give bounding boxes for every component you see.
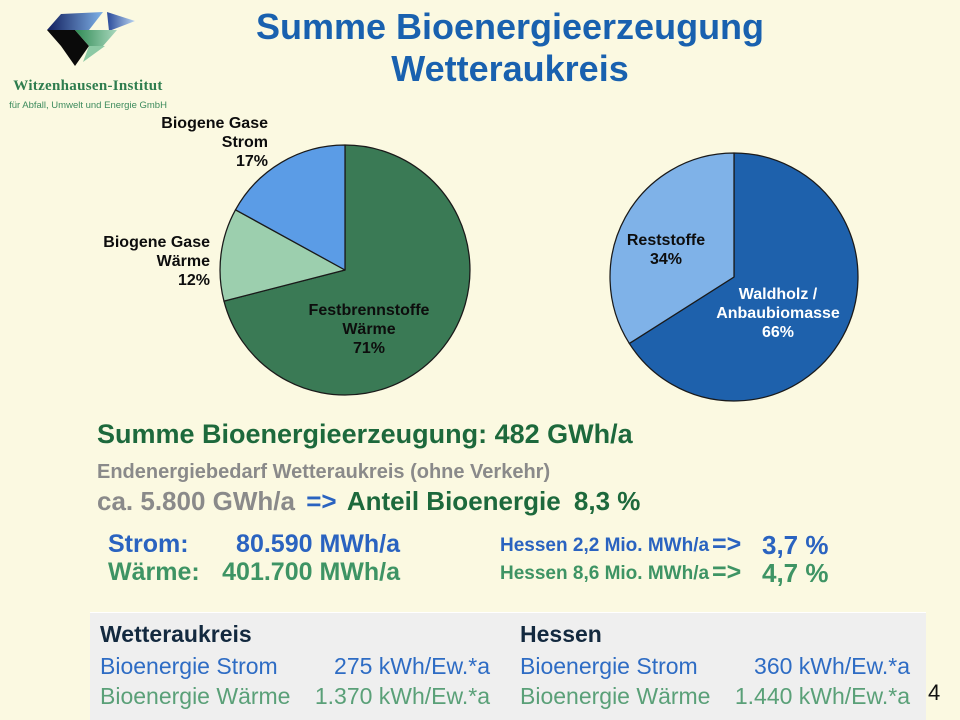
pie-label-line: Anbaubiomasse [716,305,840,322]
pie-slice-reststoffe [609,152,735,345]
waerme-stat-row: Wärme: 401.700 MWh/a Hessen 8,6 Mio. MWh… [0,558,960,588]
strom-stat-row: Strom: 80.590 MWh/a Hessen 2,2 Mio. MWh/… [0,530,960,560]
pie-slice-biogene-gase-w-rme [219,209,346,302]
row-value: 275 kWh/Ew.*a [334,653,490,679]
column-header: Hessen [520,621,602,647]
pie-label-line: Biogene Gase [103,234,210,251]
row-label: Bioenergie Wärme [520,683,711,709]
row-label: Bioenergie Strom [100,653,278,679]
waerme-label: Wärme: [108,558,200,586]
strom-share-percent: 3,7 % [762,530,829,560]
strom-value: 80.590 MWh/a [236,530,400,558]
pie-label-biogene-gase-strom: Biogene Gase Strom 17% [118,114,268,171]
pie-label-line: Wärme [342,321,396,338]
pie-label-biogene-gase-waerme: Biogene Gase Wärme 12% [60,233,210,290]
row-value: 360 kWh/Ew.*a [754,653,910,679]
strom-label: Strom: [108,530,189,558]
table-column-hessen: Hessen Bioenergie Strom 360 kWh/Ew.*a Bi… [520,613,910,720]
waerme-hessen-comparison: Hessen 8,6 Mio. MWh/a [500,563,710,584]
pie-label-reststoffe: Reststoffe 34% [610,231,722,269]
pie-label-festbrennstoffe-waerme: Festbrennstoffe Wärme 71% [294,301,444,358]
pie-slice-festbrennstoffe-w-rme [223,144,471,396]
pie-label-line: Reststoffe [626,232,706,249]
pie-label-line: Waldholz / [738,286,818,303]
table-row: Bioenergie Strom 275 kWh/Ew.*a [100,653,490,680]
table-row: Bioenergie Strom 360 kWh/Ew.*a [520,653,910,680]
table-row: Bioenergie Wärme 1.440 kWh/Ew.*a [520,683,910,710]
arrow-text: => [712,558,742,586]
pie-label-percent: 12% [177,272,210,289]
pie-label-percent: 17% [235,153,268,170]
institute-subtitle: für Abfall, Umwelt und Energie GmbH [9,100,167,111]
table-row: Bioenergie Wärme 1.370 kWh/Ew.*a [100,683,490,710]
arrow-text: => [306,486,337,516]
energy-demand-value-line: ca. 5.800 GWh/a => Anteil Bioenergie 8,3… [97,486,640,517]
pie-label-percent: 71% [352,340,386,357]
pie-slice-biogene-gase-strom [234,144,346,271]
demand-value: ca. 5.800 GWh/a [97,486,295,516]
slide-title: Summe Bioenergieerzeugung Wetteraukreis [165,6,855,90]
bioenergy-share-label: Anteil Bioenergie [346,486,561,516]
row-label: Bioenergie Strom [520,653,698,679]
total-bioenergy-heading: Summe Bioenergieerzeugung: 482 GWh/a [97,419,633,449]
institute-logo-gem-icon [47,12,135,66]
row-value: 1.440 kWh/Ew.*a [734,683,910,709]
waerme-value: 401.700 MWh/a [222,558,400,586]
column-header: Wetteraukreis [100,621,252,647]
institute-logo: Witzenhausen-Institut für Abfall, Umwelt… [8,8,168,114]
pie-label-line: Festbrennstoffe [308,302,430,319]
waerme-share-percent: 4,7 % [762,558,829,588]
pie-label-waldholz-anbaubiomasse: Waldholz / Anbaubiomasse 66% [692,285,864,342]
pie-slice-waldholz-anbaubiomasse [628,152,859,402]
bioenergy-share-value: 8,3 % [573,486,641,516]
pie-chart-biomass-origin [609,152,859,402]
pie-chart-bioenergy-sources [219,144,471,396]
pie-label-percent: 34% [649,251,683,268]
table-column-wetteraukreis: Wetteraukreis Bioenergie Strom 275 kWh/E… [100,613,490,720]
pie-label-percent: 66% [761,324,795,341]
comparison-table: Wetteraukreis Bioenergie Strom 275 kWh/E… [90,612,926,720]
pie-label-line: Wärme [156,253,210,270]
pie-label-line: Biogene Gase [161,115,268,132]
slide-title-line2: Wetteraukreis [391,48,629,89]
institute-name: Witzenhausen-Institut [13,78,163,94]
strom-hessen-comparison: Hessen 2,2 Mio. MWh/a [500,535,710,556]
slide-title-line1: Summe Bioenergieerzeugung [255,6,765,47]
energy-demand-label: Endenergiebedarf Wetteraukreis (ohne Ver… [97,461,551,483]
arrow-text: => [712,530,742,558]
row-value: 1.370 kWh/Ew.*a [314,683,490,709]
row-label: Bioenergie Wärme [100,683,291,709]
pie-label-line: Strom [221,134,268,151]
page-number: 4 [928,680,941,705]
